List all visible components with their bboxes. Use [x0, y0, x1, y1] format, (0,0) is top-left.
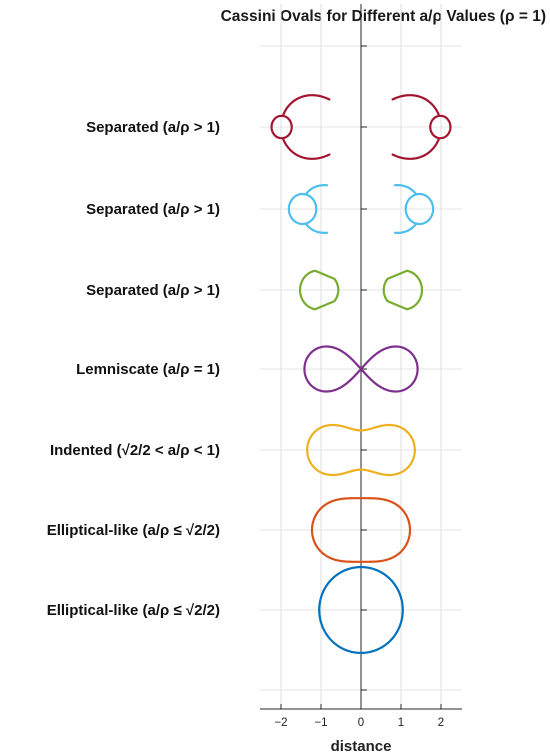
row-label: Indented (√2/2 < a/ρ < 1) [50, 442, 220, 459]
row-labels: Separated (a/ρ > 1) Separated (a/ρ > 1) Se… [47, 119, 220, 619]
x-tick-label: 1 [398, 717, 404, 729]
row-label: Separated (a/ρ > 1) [86, 282, 220, 299]
axes: −2 −1 0 1 2 [260, 4, 462, 729]
row-label: Separated (a/ρ > 1) [86, 201, 220, 218]
cassini-oval-series-3-left [298, 269, 340, 311]
chart-title: Cassini Ovals for Different a/ρ Values (… [221, 8, 546, 25]
x-tick-label: −1 [314, 717, 327, 729]
cassini-oval-series-1-left [270, 94, 331, 160]
cassini-oval-series-2-right [393, 184, 435, 234]
x-tick-label: −2 [274, 717, 287, 729]
row-label: Separated (a/ρ > 1) [86, 119, 220, 136]
cassini-oval-series-6 [310, 497, 412, 563]
row-label: Elliptical-like (a/ρ ≤ √2/2) [47, 522, 220, 539]
cassini-oval-series-4 [303, 345, 419, 393]
x-tick-label: 2 [438, 717, 444, 729]
row-label: Lemniscate (a/ρ = 1) [76, 361, 220, 378]
cassini-oval-series-7 [318, 565, 404, 655]
cassini-oval-series-5 [306, 423, 416, 477]
row-label: Elliptical-like (a/ρ ≤ √2/2) [47, 602, 220, 619]
cassini-oval-series-1-right [391, 94, 452, 160]
x-axis-label: distance [331, 738, 392, 755]
x-tick-label: 0 [358, 717, 364, 729]
cassini-oval-series-2-left [287, 184, 329, 234]
oval-curves [270, 94, 452, 655]
cassini-oval-series-3-right [382, 269, 424, 311]
